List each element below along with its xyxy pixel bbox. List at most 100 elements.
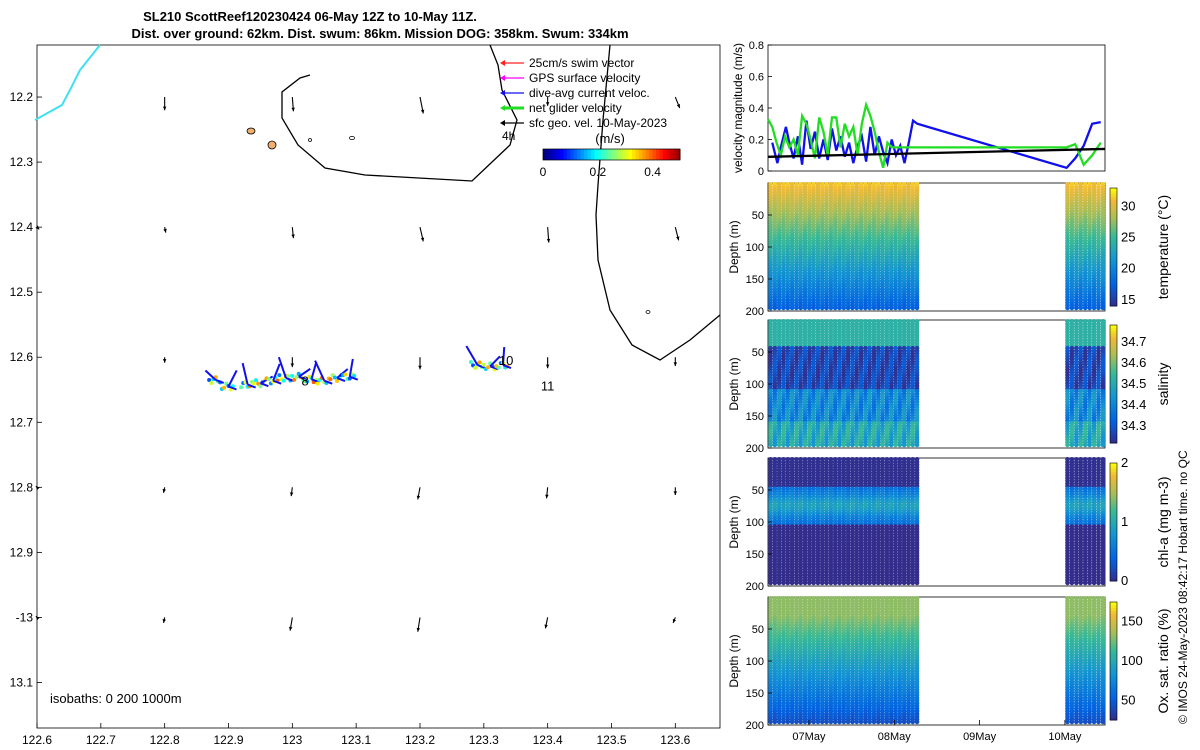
colorbar-cell (560, 149, 565, 160)
section-sample (901, 442, 907, 448)
colorbar-cell (638, 149, 643, 160)
section-ytick-label: 200 (746, 306, 764, 318)
geo-vector-head (673, 362, 678, 367)
colorbar-cell (587, 149, 592, 160)
section-colorbar-cell (1110, 404, 1117, 409)
colorbar-cell (673, 149, 678, 160)
section-sample (1078, 305, 1084, 311)
current-vector (489, 365, 499, 371)
section-colorbar-cell (1110, 297, 1117, 301)
geo-vector-head (420, 237, 425, 242)
map-xtick-label: 123 (282, 733, 302, 747)
section-ylabel: Depth (m) (727, 220, 741, 273)
colorbar-label: (m/s) (595, 131, 625, 146)
section-colorbar-cell (1110, 258, 1117, 263)
section-sample (1078, 442, 1084, 448)
section-sample (1100, 442, 1106, 448)
section-colorbar-cell (1110, 276, 1117, 280)
section-colorbar-cell (1110, 381, 1117, 385)
track-point (335, 379, 340, 384)
track-point (258, 384, 263, 389)
section-sample (832, 442, 838, 448)
current-vector (310, 361, 318, 380)
geo-vector-head (291, 234, 295, 239)
section-colorbar-cell (1110, 419, 1117, 423)
geo-vector-head (545, 494, 549, 499)
section-sample (1087, 305, 1092, 311)
vel-series-line (767, 147, 1106, 158)
geo-vector-head (35, 486, 40, 491)
section-sample (832, 305, 838, 311)
colorbar-cell (584, 149, 589, 160)
section-sample (1100, 305, 1106, 311)
colorbar-cell (649, 149, 654, 160)
geo-vector-head (416, 627, 421, 632)
section-sample (772, 442, 778, 448)
section-sample (845, 305, 851, 311)
geo-vector-head (420, 109, 425, 114)
glider-track (204, 345, 512, 392)
track-point (328, 377, 333, 382)
geo-vector-head (544, 624, 548, 629)
section-colorbar-cell (1110, 431, 1117, 435)
section-colorbar-cell (1110, 241, 1117, 245)
colorbar-cell (676, 149, 681, 160)
colorbar-tick-label: 0.4 (644, 165, 661, 179)
map-xtick-label: 122.8 (150, 733, 180, 747)
section-sample (794, 442, 799, 448)
section-ytick-label: 100 (746, 242, 764, 254)
vel-ytick-label: 0.8 (749, 40, 764, 52)
section-sample (897, 305, 903, 311)
section-colorbar-cell (1110, 300, 1117, 304)
section-colorbar-cell (1110, 425, 1117, 429)
section-sample (794, 580, 799, 586)
current-vector (241, 362, 249, 385)
map-xtick-label: 123.5 (596, 733, 626, 747)
track-point (209, 380, 214, 385)
legend-label: dive-avg current veloc. (529, 86, 650, 100)
map-xtick-label: 123.4 (533, 733, 563, 747)
section-sample (871, 305, 877, 311)
geo-vector-head (162, 359, 167, 363)
reef-islet-4 (308, 138, 312, 142)
colorbar-cell (666, 149, 671, 160)
current-vector (215, 379, 225, 384)
colorbar-cell (614, 149, 619, 160)
section-colorbar-cell (1110, 285, 1117, 289)
vel-ytick-label: 0.4 (749, 103, 764, 115)
section-sample (910, 442, 916, 448)
section-colorbar-cell (1110, 288, 1117, 292)
current-vector (502, 364, 512, 369)
track-point (292, 377, 297, 382)
current-vector (336, 377, 346, 382)
section-sample (893, 305, 898, 311)
track-point (477, 360, 482, 365)
section-sample (841, 305, 847, 311)
map-ytick-label: 12.3 (10, 155, 34, 169)
section-colorbar-tick: 34.6 (1121, 355, 1146, 370)
colorbar-cell (604, 149, 609, 160)
section-sample (828, 442, 834, 448)
section-colorbar-cell (1110, 264, 1117, 269)
section-sample (798, 305, 804, 311)
current-vector (477, 364, 486, 369)
section-colorbar-cell (1110, 247, 1117, 251)
map-axes: 122.6 122.7 122.8 122.9 123 123.1 123.2 123.3 12… (10, 90, 691, 747)
geo-velocity-arrows (35, 96, 681, 632)
section-sample (871, 442, 877, 448)
geo-vector-head (676, 104, 680, 109)
section-sample (906, 305, 911, 311)
section-colorbar-cell (1110, 357, 1117, 361)
colorbar-cell (628, 149, 633, 160)
geo-vector-head (672, 618, 677, 623)
vel-ytick-label: 0.6 (749, 72, 764, 84)
section-colorbar-cell (1110, 244, 1117, 248)
colorbar-cell (642, 149, 647, 160)
colorbar-cell (621, 149, 626, 160)
map-ytick-label: 12.8 (10, 480, 34, 494)
reef-island-2 (267, 140, 277, 150)
map-ytick-label: 13.1 (10, 675, 34, 689)
section-sample (858, 305, 864, 311)
